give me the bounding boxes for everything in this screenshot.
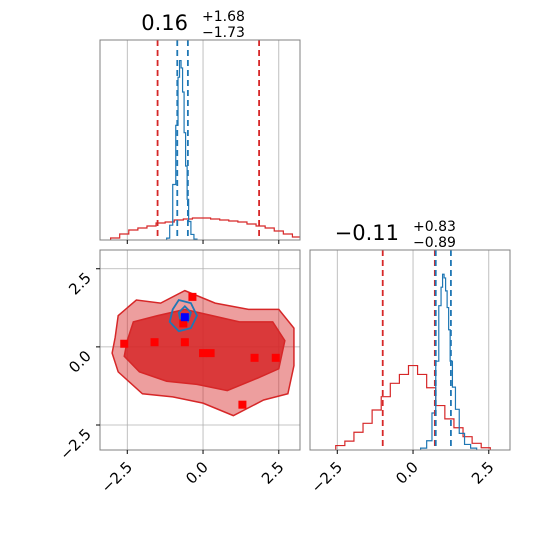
posterior-contour-inner	[177, 304, 192, 323]
sample-marker	[188, 292, 197, 301]
top-prior-histogram	[110, 217, 300, 240]
right-x-tick-label: −2.5	[308, 458, 346, 496]
top-title-center-value: 0.16	[141, 11, 188, 35]
right-panel-grid	[336, 250, 490, 450]
joint-contour-panel: −2.5 0.0 2.5 −2.5 0.0 2.5	[56, 249, 301, 497]
sample-marker	[271, 353, 280, 362]
top-panel-ticks	[126, 240, 280, 244]
right-title-plus-error: +0.83	[413, 219, 456, 235]
sample-marker	[238, 400, 247, 409]
sample-marker	[120, 339, 129, 348]
joint-y-tick-label: 0.0	[65, 347, 95, 377]
posterior-contour-outer	[168, 298, 198, 333]
joint-y-tick-label: −2.5	[56, 425, 94, 463]
sample-marker	[206, 349, 215, 358]
top-panel-frame	[99, 39, 301, 241]
right-panel-plot-area	[335, 250, 491, 450]
top-posterior-histogram	[166, 59, 198, 240]
right-x-tick-label: 2.5	[468, 458, 498, 488]
joint-x-tick-label: 2.5	[258, 458, 288, 488]
right-posterior-histogram	[420, 273, 478, 450]
joint-panel-frame	[99, 249, 301, 451]
top-panel-plot-area	[110, 40, 300, 240]
joint-panel-plot-area	[111, 289, 295, 417]
sample-marker	[150, 338, 159, 347]
right-x-tick-label: 0.0	[392, 458, 422, 488]
joint-x-tick-label: 0.0	[182, 458, 212, 488]
right-histogram-panel: −2.5 0.0 2.5 −0.11 +0.83 −0.89	[308, 219, 511, 497]
top-panel-title: 0.16	[141, 11, 188, 35]
truth-marker	[180, 313, 189, 322]
sample-marker	[180, 338, 189, 347]
right-title-center-value: −0.11	[335, 221, 399, 245]
joint-y-tick-label: 2.5	[65, 269, 95, 299]
top-title-plus-error: +1.68	[202, 9, 245, 25]
right-panel-ticks: −2.5 0.0 2.5	[308, 450, 498, 497]
top-title-minus-error: −1.73	[202, 25, 245, 41]
sample-marker	[179, 319, 188, 328]
top-histogram-panel: 0.16 +1.68 −1.73	[99, 9, 301, 244]
joint-x-tick-label: −2.5	[98, 458, 136, 496]
top-panel-grid	[126, 40, 280, 240]
sample-marker	[199, 349, 208, 358]
right-panel-frame	[309, 249, 511, 451]
sample-marker	[250, 353, 259, 362]
right-title-minus-error: −0.89	[413, 235, 456, 251]
